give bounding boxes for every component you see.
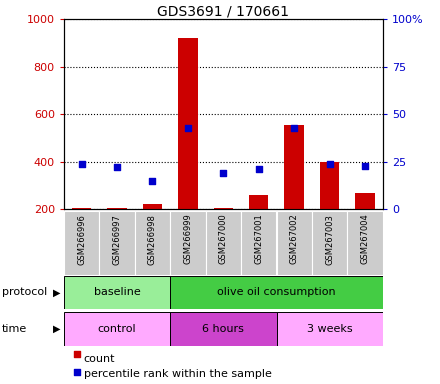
Text: ▶: ▶ [53, 324, 61, 334]
Text: 6 hours: 6 hours [202, 324, 244, 334]
Bar [213, 208, 233, 209]
Text: count: count [84, 354, 115, 364]
Text: GSM267001: GSM267001 [254, 214, 263, 265]
Title: GDS3691 / 170661: GDS3691 / 170661 [158, 4, 290, 18]
Text: 3 weeks: 3 weeks [307, 324, 352, 334]
Text: GSM267004: GSM267004 [360, 214, 370, 265]
Text: GSM266996: GSM266996 [77, 214, 86, 265]
Bar [143, 204, 162, 209]
Point [73, 369, 81, 375]
Bar [276, 211, 312, 275]
Point [114, 164, 121, 170]
Point [220, 170, 227, 176]
Bar [72, 208, 91, 209]
Point [255, 166, 262, 172]
Point [326, 161, 333, 167]
Bar [170, 312, 277, 346]
Text: percentile rank within the sample: percentile rank within the sample [84, 369, 271, 379]
Text: protocol: protocol [2, 287, 48, 298]
Text: GSM267002: GSM267002 [290, 214, 299, 265]
Bar [99, 211, 135, 275]
Text: time: time [2, 324, 27, 334]
Point [73, 351, 81, 357]
Bar [107, 208, 127, 209]
Point [362, 162, 369, 169]
Bar [312, 211, 347, 275]
Point [149, 178, 156, 184]
Bar [284, 126, 304, 209]
Bar [356, 193, 375, 209]
Bar [64, 211, 99, 275]
Text: baseline: baseline [94, 287, 140, 298]
Point [78, 161, 85, 167]
Point [184, 124, 191, 131]
Text: GSM266999: GSM266999 [183, 214, 192, 265]
Bar [64, 276, 170, 309]
Bar [205, 211, 241, 275]
Bar [64, 312, 170, 346]
Bar [277, 312, 383, 346]
Text: GSM266998: GSM266998 [148, 214, 157, 265]
Bar [320, 162, 339, 209]
Text: ▶: ▶ [53, 287, 61, 298]
Bar [170, 211, 205, 275]
Text: GSM267003: GSM267003 [325, 214, 334, 265]
Bar [178, 38, 198, 209]
Bar [241, 211, 276, 275]
Point [291, 124, 298, 131]
Text: olive oil consumption: olive oil consumption [217, 287, 336, 298]
Bar [348, 211, 383, 275]
Text: GSM266997: GSM266997 [113, 214, 121, 265]
Text: control: control [98, 324, 136, 334]
Bar [170, 276, 383, 309]
Bar [135, 211, 170, 275]
Bar [249, 195, 268, 209]
Text: GSM267000: GSM267000 [219, 214, 228, 265]
